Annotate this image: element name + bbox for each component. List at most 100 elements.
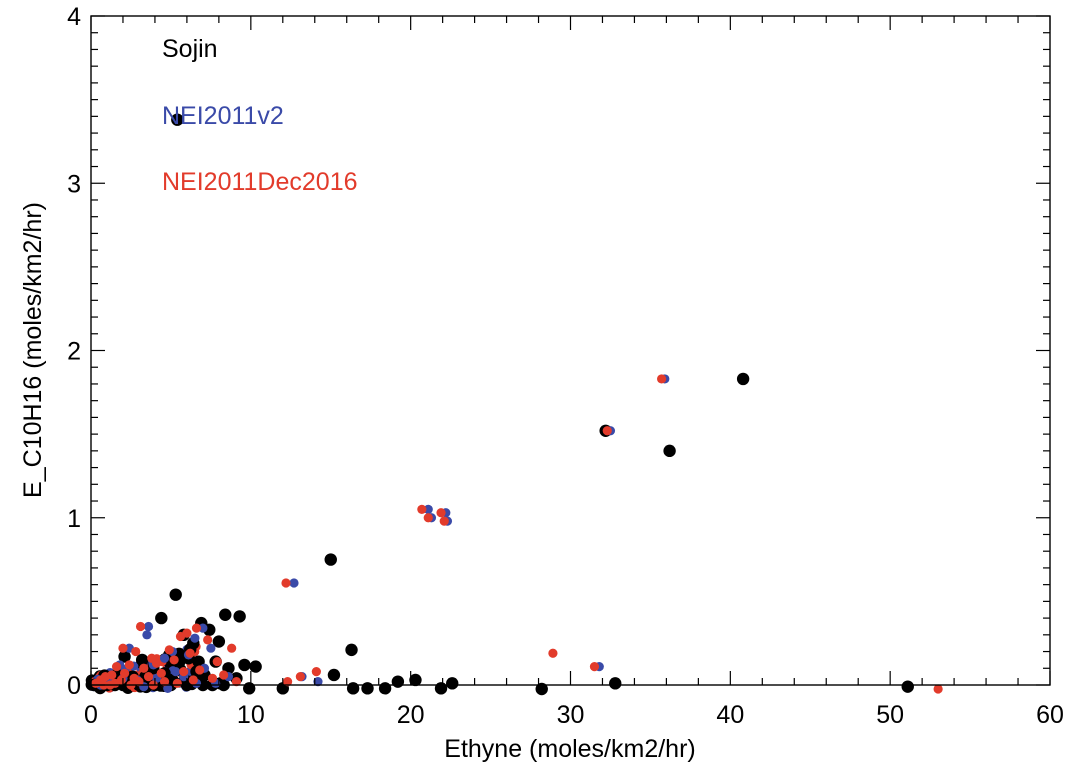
data-point — [249, 660, 262, 673]
data-point — [736, 372, 750, 386]
data-point — [423, 504, 433, 514]
data-point — [219, 670, 229, 680]
x-tick-labels: 0 10 20 30 40 50 60 — [84, 701, 1064, 729]
data-point — [164, 645, 174, 655]
data-point — [295, 672, 305, 682]
y-tick-labels: 0 1 2 3 4 — [67, 3, 81, 700]
data-point — [124, 660, 134, 670]
data-point — [143, 621, 154, 632]
data-point — [206, 643, 216, 653]
data-point — [118, 650, 131, 663]
data-point — [179, 667, 189, 677]
data-point — [188, 675, 198, 685]
data-point — [436, 508, 446, 518]
data-points — [85, 113, 943, 696]
data-point — [143, 672, 154, 682]
data-point — [346, 682, 360, 695]
data-point — [391, 675, 405, 688]
data-point — [313, 677, 323, 687]
data-point — [111, 662, 122, 672]
data-point — [159, 653, 170, 663]
y-tick-label: 0 — [67, 672, 81, 700]
data-point — [195, 665, 205, 675]
legend-item-nei2011dec2016: NEI2011Dec2016 — [162, 168, 358, 196]
data-point — [238, 658, 251, 672]
x-tick-label: 40 — [716, 701, 744, 729]
data-point — [156, 668, 166, 678]
data-point — [91, 678, 101, 688]
data-point — [289, 578, 299, 588]
data-point — [233, 610, 246, 623]
data-point — [151, 658, 162, 668]
data-point — [190, 633, 200, 643]
data-point — [361, 682, 374, 695]
data-point — [139, 663, 149, 673]
data-point — [446, 677, 459, 690]
data-point — [602, 426, 612, 436]
x-axis-label: Ethyne (moles/km2/hr) — [444, 735, 695, 763]
data-point — [212, 635, 226, 648]
legend-item-sojin: Sojin — [162, 35, 218, 63]
legend: Sojin NEI2011v2 NEI2011Dec2016 — [162, 35, 358, 196]
legend-item-nei2011v2: NEI2011v2 — [162, 102, 284, 130]
data-point — [135, 653, 149, 667]
data-point — [417, 504, 427, 514]
data-point — [378, 682, 392, 695]
data-point — [191, 623, 202, 633]
data-point — [198, 623, 208, 633]
data-point — [327, 668, 341, 682]
data-point — [219, 608, 232, 621]
data-point — [159, 677, 170, 687]
data-point — [118, 643, 128, 653]
data-point — [609, 677, 622, 690]
y-tick-label: 3 — [67, 170, 81, 198]
data-point — [282, 677, 293, 687]
data-point — [207, 673, 218, 683]
data-point — [185, 648, 195, 658]
data-point — [212, 656, 222, 667]
data-point — [172, 678, 182, 688]
data-point — [439, 516, 449, 526]
data-point — [169, 655, 179, 665]
x-tick-label: 0 — [84, 701, 98, 729]
x-tick-label: 50 — [876, 701, 904, 729]
data-point — [142, 630, 152, 640]
x-tick-label: 30 — [557, 701, 585, 729]
data-point — [134, 677, 144, 687]
y-tick-label: 1 — [67, 505, 81, 533]
data-point — [281, 578, 291, 588]
series-1 — [95, 374, 670, 693]
data-point — [169, 588, 182, 601]
data-point — [231, 677, 242, 687]
data-point — [434, 682, 448, 695]
data-point — [345, 643, 358, 657]
y-tick-label: 4 — [67, 3, 81, 31]
data-point — [311, 667, 321, 677]
x-tick-label: 10 — [237, 701, 265, 729]
data-point — [657, 374, 667, 384]
data-point — [243, 682, 256, 695]
data-point — [423, 513, 433, 523]
data-point — [548, 648, 558, 658]
data-point — [901, 680, 914, 693]
x-tick-label: 20 — [397, 701, 425, 729]
data-point — [227, 643, 237, 653]
data-point — [589, 662, 600, 672]
y-axis-label: E_C10H16 (moles/km2/hr) — [19, 202, 47, 498]
data-point — [409, 673, 422, 687]
data-point — [663, 444, 676, 458]
data-point — [135, 621, 146, 632]
data-point — [535, 682, 548, 696]
x-tick-label: 60 — [1036, 701, 1064, 729]
data-point — [131, 646, 141, 657]
data-point — [155, 611, 168, 625]
series-0 — [87, 113, 914, 696]
y-tick-label: 2 — [67, 338, 81, 366]
data-point — [324, 553, 337, 566]
axis-ticks — [90, 15, 1051, 686]
data-point — [171, 113, 184, 126]
data-point — [203, 635, 213, 645]
data-point — [175, 631, 186, 642]
series-2 — [91, 374, 943, 694]
